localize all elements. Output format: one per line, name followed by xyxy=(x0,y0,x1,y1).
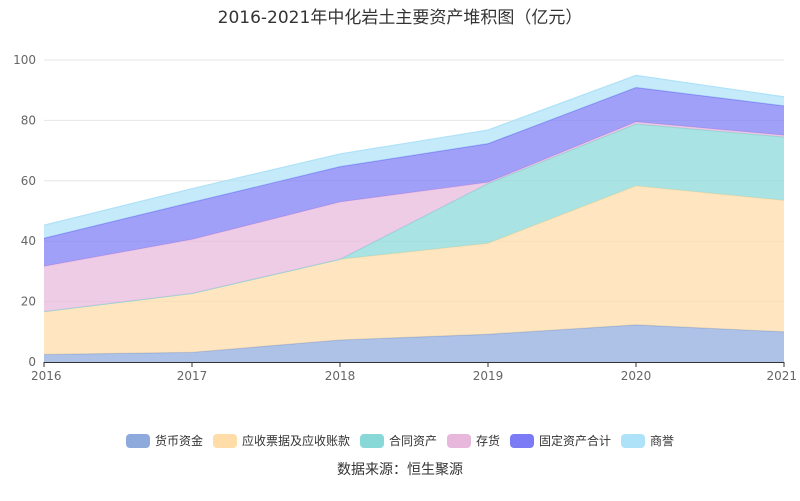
x-tick-label: 2019 xyxy=(473,369,504,383)
area-series-0 xyxy=(44,324,784,362)
y-tick-label: 80 xyxy=(21,113,36,127)
legend-swatch xyxy=(510,433,535,448)
legend: 货币资金 应收票据及应收账款 合同资产 存货 固定资产合计 商誉 xyxy=(0,432,800,449)
legend-label: 货币资金 xyxy=(154,434,203,448)
legend-label: 合同资产 xyxy=(388,434,437,448)
y-tick-label: 60 xyxy=(21,174,36,188)
legend-label: 商誉 xyxy=(650,434,675,448)
legend-swatch xyxy=(212,433,237,448)
area-series-4 xyxy=(44,87,784,267)
axes: 0 20 40 60 80 100 2016 2017 2018 2019 2020 2021 xyxy=(13,53,797,383)
area-series xyxy=(43,74,785,362)
x-tick-label: 2021 xyxy=(766,369,797,383)
data-source-note: 数据来源：恒生聚源 xyxy=(337,462,463,478)
x-tick-label: 2016 xyxy=(31,369,62,383)
legend-item[interactable]: 货币资金 xyxy=(125,432,203,449)
area-series-3 xyxy=(44,121,784,312)
y-tick-label: 0 xyxy=(28,355,36,369)
legend-item[interactable]: 固定资产合计 xyxy=(510,432,611,449)
legend-swatch xyxy=(125,433,150,448)
legend-swatch xyxy=(447,433,471,448)
legend-item[interactable]: 存货 xyxy=(447,432,500,449)
legend-label: 存货 xyxy=(476,434,501,448)
y-tick-label: 20 xyxy=(21,295,36,309)
legend-swatch xyxy=(359,433,384,448)
x-tick-label: 2017 xyxy=(177,369,208,383)
legend-item[interactable]: 应收票据及应收账款 xyxy=(212,432,350,449)
y-tick-label: 40 xyxy=(21,234,36,248)
x-tick-label: 2020 xyxy=(621,369,652,383)
legend-item[interactable]: 商誉 xyxy=(621,432,674,449)
area-series-5 xyxy=(44,75,784,239)
legend-label: 应收票据及应收账款 xyxy=(241,434,350,448)
x-tick-label: 2018 xyxy=(325,369,356,383)
legend-label: 固定资产合计 xyxy=(539,434,612,448)
area-series-2 xyxy=(44,124,784,312)
area-series-1 xyxy=(44,185,784,355)
chart-title: 2016-2021年中化岩土主要资产堆积图（亿元） xyxy=(217,8,583,28)
legend-item[interactable]: 合同资产 xyxy=(359,432,437,449)
area-series-edge-5 xyxy=(43,74,785,226)
legend-swatch xyxy=(621,433,646,448)
y-tick-label: 100 xyxy=(13,53,36,67)
